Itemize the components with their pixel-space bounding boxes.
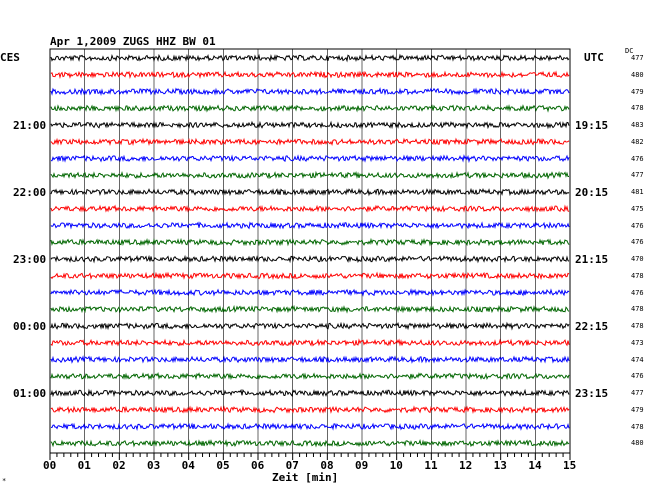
seismic-trace — [50, 187, 570, 197]
seismic-trace — [50, 254, 570, 264]
seismic-trace — [50, 288, 570, 297]
x-tick-label: 11 — [424, 459, 438, 472]
grid-lines — [84, 49, 536, 453]
right-time-label: 21:15 — [575, 253, 609, 266]
seismic-trace — [50, 87, 570, 96]
x-tick-label: 00 — [43, 459, 57, 472]
chart-title: Apr 1,2009 ZUGS HHZ BW 01 — [50, 35, 216, 48]
left-time-label: 00:00 — [13, 320, 47, 333]
dc-offset-label: 478 — [631, 271, 644, 280]
seismic-trace — [50, 154, 570, 164]
seismic-trace — [50, 388, 570, 398]
x-tick-label: 12 — [459, 459, 473, 472]
x-tick-label: 14 — [528, 459, 542, 472]
seismic-trace — [50, 70, 570, 80]
seismic-trace — [50, 422, 570, 431]
x-tick-label: 15 — [563, 459, 577, 472]
right-time-label: 22:15 — [575, 320, 609, 333]
seismic-trace — [50, 221, 570, 230]
trace-group — [50, 53, 570, 448]
dc-offset-label: 478 — [631, 104, 644, 113]
x-tick-label: 04 — [181, 459, 195, 472]
dc-offset-label: 478 — [631, 305, 644, 314]
left-time-label: 23:00 — [13, 253, 47, 266]
dc-offset-label: 476 — [631, 372, 644, 381]
left-time-label: 21:00 — [13, 119, 47, 132]
x-tick-label: 08 — [320, 459, 334, 472]
seismic-trace — [50, 237, 570, 247]
dc-offset-label: 482 — [631, 137, 644, 146]
dc-offset-label: 477 — [631, 54, 644, 62]
dc-offset-label: 473 — [631, 338, 644, 347]
seismic-trace — [50, 204, 570, 213]
dc-offset-label: 470 — [631, 255, 644, 263]
dc-offset-label: 477 — [631, 171, 644, 180]
x-tick-label: 07 — [285, 459, 299, 472]
x-axis-ticks — [49, 453, 571, 460]
seismic-trace — [50, 170, 570, 180]
dc-offset-label: 483 — [631, 121, 644, 129]
seismic-trace — [50, 53, 570, 63]
dc-offset-label: 477 — [631, 389, 644, 397]
seismic-trace — [50, 439, 570, 448]
plot-frame — [49, 48, 571, 454]
right-axis-label: UTC — [584, 51, 604, 64]
dc-offset-label: 480 — [631, 70, 644, 79]
left-time-label: 01:00 — [13, 387, 47, 400]
seismic-trace — [50, 338, 570, 347]
x-axis-label: Zeit [min] — [272, 471, 339, 484]
x-tick-label: 05 — [216, 459, 230, 472]
x-tick-label: 01 — [77, 459, 91, 472]
dc-offset-label: 476 — [631, 288, 644, 297]
dc-offset-label: 476 — [631, 238, 644, 247]
seismic-trace — [50, 371, 570, 381]
x-tick-label: 03 — [147, 459, 161, 472]
dc-offset-label: 474 — [631, 355, 644, 364]
dc-offset-label: 479 — [631, 405, 644, 414]
footnote-mark: * — [2, 477, 7, 485]
left-axis-label: CES — [0, 51, 20, 64]
dc-offset-label: 480 — [631, 439, 644, 448]
dc-offset-label: 476 — [631, 154, 644, 163]
dc-header: DC — [625, 47, 634, 55]
seismic-trace — [50, 321, 570, 331]
seismic-trace — [50, 120, 570, 130]
dc-offset-label: 478 — [631, 422, 644, 431]
seismic-trace — [50, 405, 570, 414]
seismic-trace — [50, 355, 570, 364]
dc-offset-label: 478 — [631, 322, 644, 330]
seismic-trace — [50, 137, 570, 147]
dc-offset-label: 481 — [631, 188, 644, 196]
right-time-label: 23:15 — [575, 387, 609, 400]
x-tick-label: 06 — [251, 459, 265, 472]
x-tick-label: 13 — [493, 459, 507, 472]
left-time-label: 22:00 — [13, 186, 47, 199]
seismic-trace — [50, 103, 570, 113]
x-tick-label: 02 — [112, 459, 126, 472]
dc-offset-label: 479 — [631, 87, 644, 96]
dc-offset-label: 476 — [631, 221, 644, 230]
right-time-label: 19:15 — [575, 119, 609, 132]
seismic-trace — [50, 271, 570, 281]
x-tick-label: 10 — [389, 459, 403, 472]
seismic-trace — [50, 304, 570, 314]
right-time-label: 20:15 — [575, 186, 609, 199]
x-tick-label: 09 — [355, 459, 369, 472]
dc-offset-label: 475 — [631, 204, 644, 213]
